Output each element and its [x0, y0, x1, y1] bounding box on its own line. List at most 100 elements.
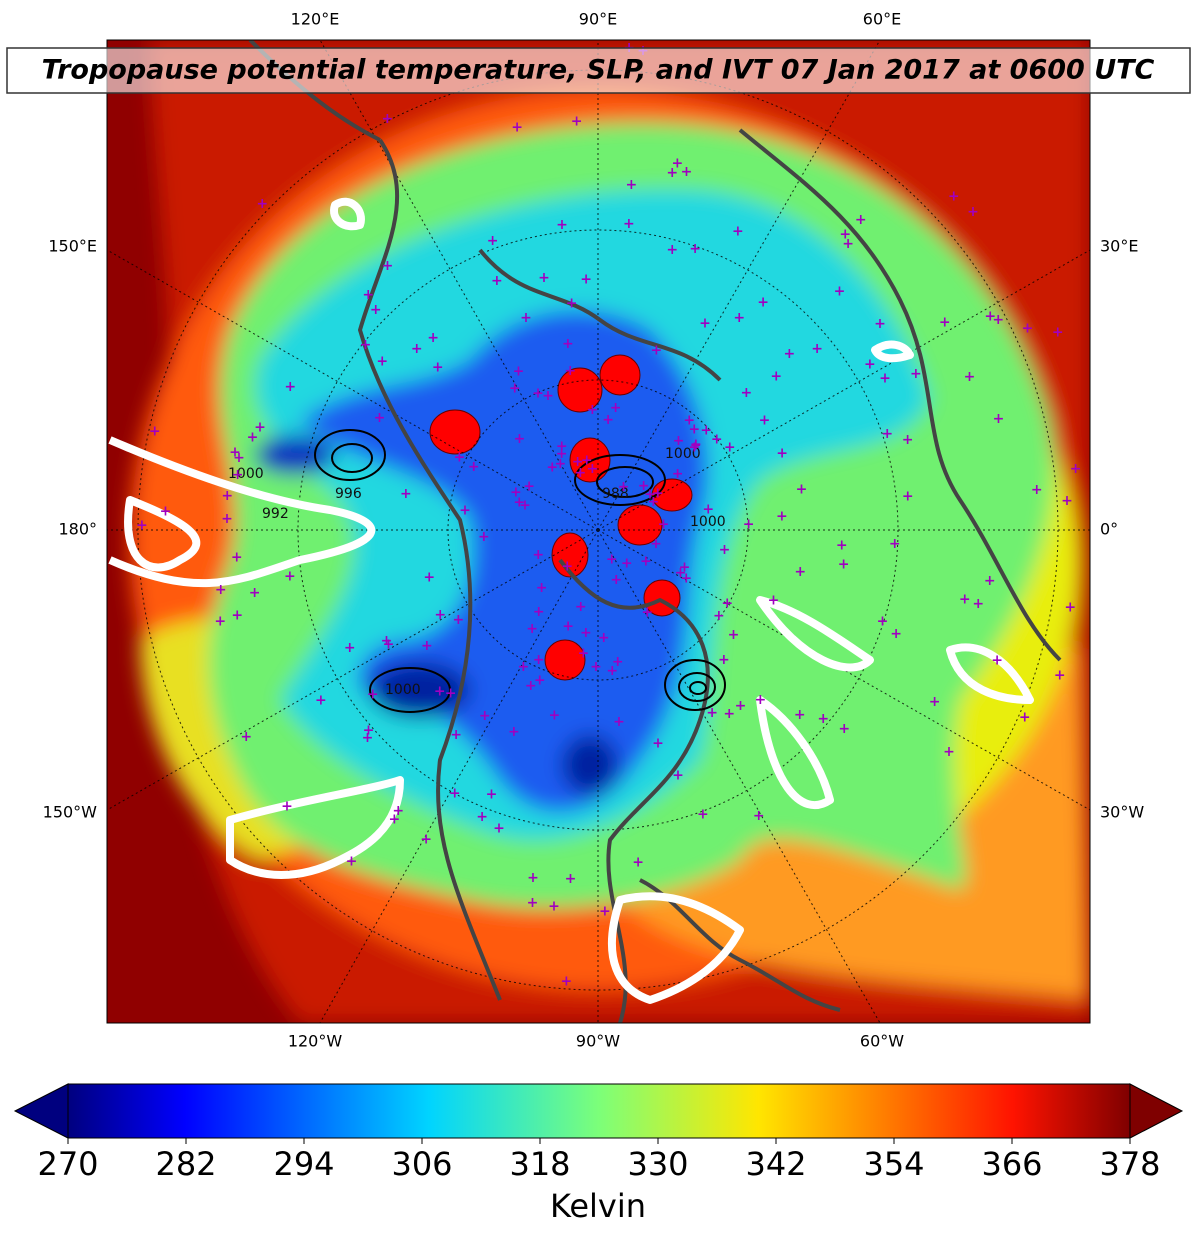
station-marker: +	[855, 212, 867, 228]
lon-label: 120°W	[288, 1032, 343, 1051]
colorbar-tick-label: 378	[1099, 1145, 1160, 1183]
map-frame	[106, 39, 1091, 1024]
station-marker: +	[479, 708, 491, 724]
station-marker: +	[910, 366, 922, 382]
lon-label: 60°E	[863, 10, 901, 29]
station-marker: +	[231, 549, 243, 565]
station-marker: +	[672, 466, 684, 482]
station-marker: +	[697, 807, 709, 823]
lon-label: 0°	[1100, 520, 1118, 539]
station-marker: +	[759, 412, 771, 428]
lon-label: 30°E	[1100, 237, 1138, 256]
station-marker: +	[794, 564, 806, 580]
station-marker: +	[651, 342, 663, 358]
station-marker: +	[562, 618, 574, 634]
station-marker: +	[362, 730, 374, 746]
station-marker: +	[681, 164, 693, 180]
station-marker: +	[879, 371, 891, 387]
colorbar-tick-label: 366	[981, 1145, 1042, 1183]
ivt-contours	[108, 197, 1034, 1004]
lon-label: 60°W	[860, 1032, 904, 1051]
station-marker: +	[948, 189, 960, 205]
station-marker: +	[964, 369, 976, 385]
station-marker: +	[939, 314, 951, 330]
station-marker: +	[532, 547, 544, 563]
station-marker: +	[556, 217, 568, 233]
station-marker: +	[689, 241, 701, 257]
station-marker: +	[650, 536, 662, 552]
station-marker: +	[598, 630, 610, 646]
station-marker: +	[367, 687, 379, 703]
station-marker: +	[526, 621, 538, 637]
station-marker: +	[666, 165, 678, 181]
station-marker: +	[254, 420, 266, 436]
station-marker: +	[510, 484, 522, 500]
station-marker: +	[572, 454, 584, 470]
station-marker: +	[232, 467, 244, 483]
lon-label: 30°W	[1100, 803, 1144, 822]
station-marker: +	[374, 410, 386, 426]
station-marker: +	[648, 494, 660, 510]
station-marker: +	[755, 692, 767, 708]
station-marker: +	[689, 439, 701, 455]
station-marker: +	[566, 296, 578, 312]
station-marker: +	[231, 607, 243, 623]
station-marker: +	[776, 446, 788, 462]
slp-contours	[314, 429, 726, 713]
station-marker: +	[590, 659, 602, 675]
station-marker: +	[575, 465, 587, 481]
station-marker: +	[240, 729, 252, 745]
lon-label: 150°E	[48, 237, 97, 256]
station-marker: +	[533, 652, 545, 668]
station-marker: +	[476, 809, 488, 825]
graticule	[107, 40, 1090, 1023]
station-marker: +	[706, 705, 718, 721]
station-marker: +	[432, 359, 444, 375]
lon-label: 90°W	[576, 1032, 620, 1051]
station-marker: +	[652, 736, 664, 752]
station-marker: +	[360, 337, 372, 353]
station-marker: +	[967, 204, 979, 220]
station-marker: +	[575, 599, 587, 615]
station-marker: +	[632, 854, 644, 870]
station-marker: +	[992, 312, 1004, 328]
station-marker: +	[449, 786, 461, 802]
station-marker: +	[993, 411, 1005, 427]
station-marker: +	[214, 614, 226, 630]
station-marker: +	[610, 400, 622, 416]
station-marker: +	[587, 402, 599, 418]
station-marker: +	[666, 242, 678, 258]
station-marker: +	[423, 570, 435, 586]
station-marker: +	[606, 663, 618, 679]
station-marker: +	[796, 482, 808, 498]
station-marker: +	[486, 786, 498, 802]
colorbar-tick-label: 354	[863, 1145, 924, 1183]
station-marker: +	[514, 431, 526, 447]
contour-label: 1000	[665, 446, 701, 462]
station-marker: +	[478, 529, 490, 545]
station-marker: +	[362, 287, 374, 303]
station-marker: +	[509, 381, 521, 397]
lon-label: 150°W	[43, 803, 98, 822]
station-marker: +	[487, 233, 499, 249]
station-marker: +	[683, 413, 695, 429]
station-marker: +	[1054, 668, 1066, 684]
station-marker: +	[811, 341, 823, 357]
station-marker: +	[249, 585, 261, 601]
station-marker: +	[743, 517, 755, 533]
station-marker: +	[561, 974, 573, 990]
station-marker: +	[623, 216, 635, 232]
station-marker: +	[450, 727, 462, 743]
station-marker: +	[733, 310, 745, 326]
station-marker: +	[459, 502, 471, 518]
station-marker: +	[527, 895, 539, 911]
station-marker: +	[344, 640, 356, 656]
station-marker: +	[929, 694, 941, 710]
station-marker: +	[718, 652, 730, 668]
station-marker: +	[382, 111, 394, 127]
station-marker: +	[1052, 324, 1064, 340]
station-marker: +	[284, 379, 296, 395]
station-marker: +	[346, 854, 358, 870]
station-marker: +	[711, 431, 723, 447]
station-marker: +	[376, 354, 388, 370]
